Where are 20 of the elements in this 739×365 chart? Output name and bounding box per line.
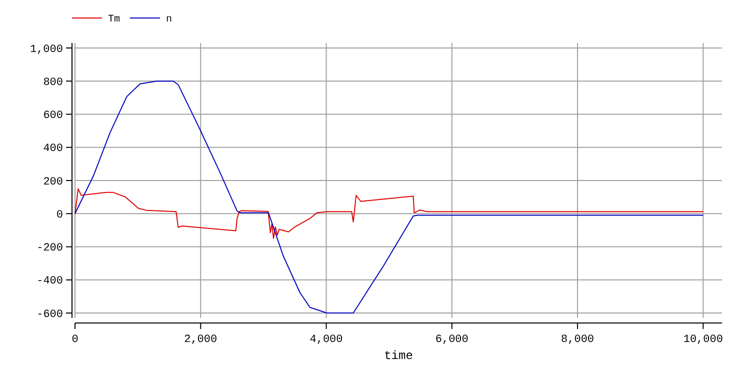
x-axis-title: time [384, 349, 413, 363]
x-tick-label: 2,000 [184, 334, 218, 346]
y-tick-label: -400 [36, 276, 63, 288]
y-tick-label: 400 [43, 143, 63, 156]
line-series [74, 188, 704, 239]
x-tick-label: 8,000 [561, 334, 594, 346]
y-tick-label: 0 [56, 209, 63, 222]
y-tick-label: 200 [43, 176, 63, 188]
x-tick-label: 4,000 [310, 334, 343, 346]
y-tick-label: 800 [43, 76, 63, 89]
x-tick-label: 0 [72, 334, 78, 346]
line-series [74, 80, 704, 314]
y-tick-label: -200 [36, 242, 63, 255]
x-tick-label: 10,000 [683, 334, 723, 346]
legend-label: n [166, 14, 172, 26]
legend-label: Tm [108, 14, 120, 26]
x-tick-label: 6,000 [435, 334, 468, 346]
y-tick-label: 600 [43, 110, 63, 122]
y-tick-label: 1,000 [30, 44, 63, 56]
y-tick-label: -600 [36, 308, 63, 321]
